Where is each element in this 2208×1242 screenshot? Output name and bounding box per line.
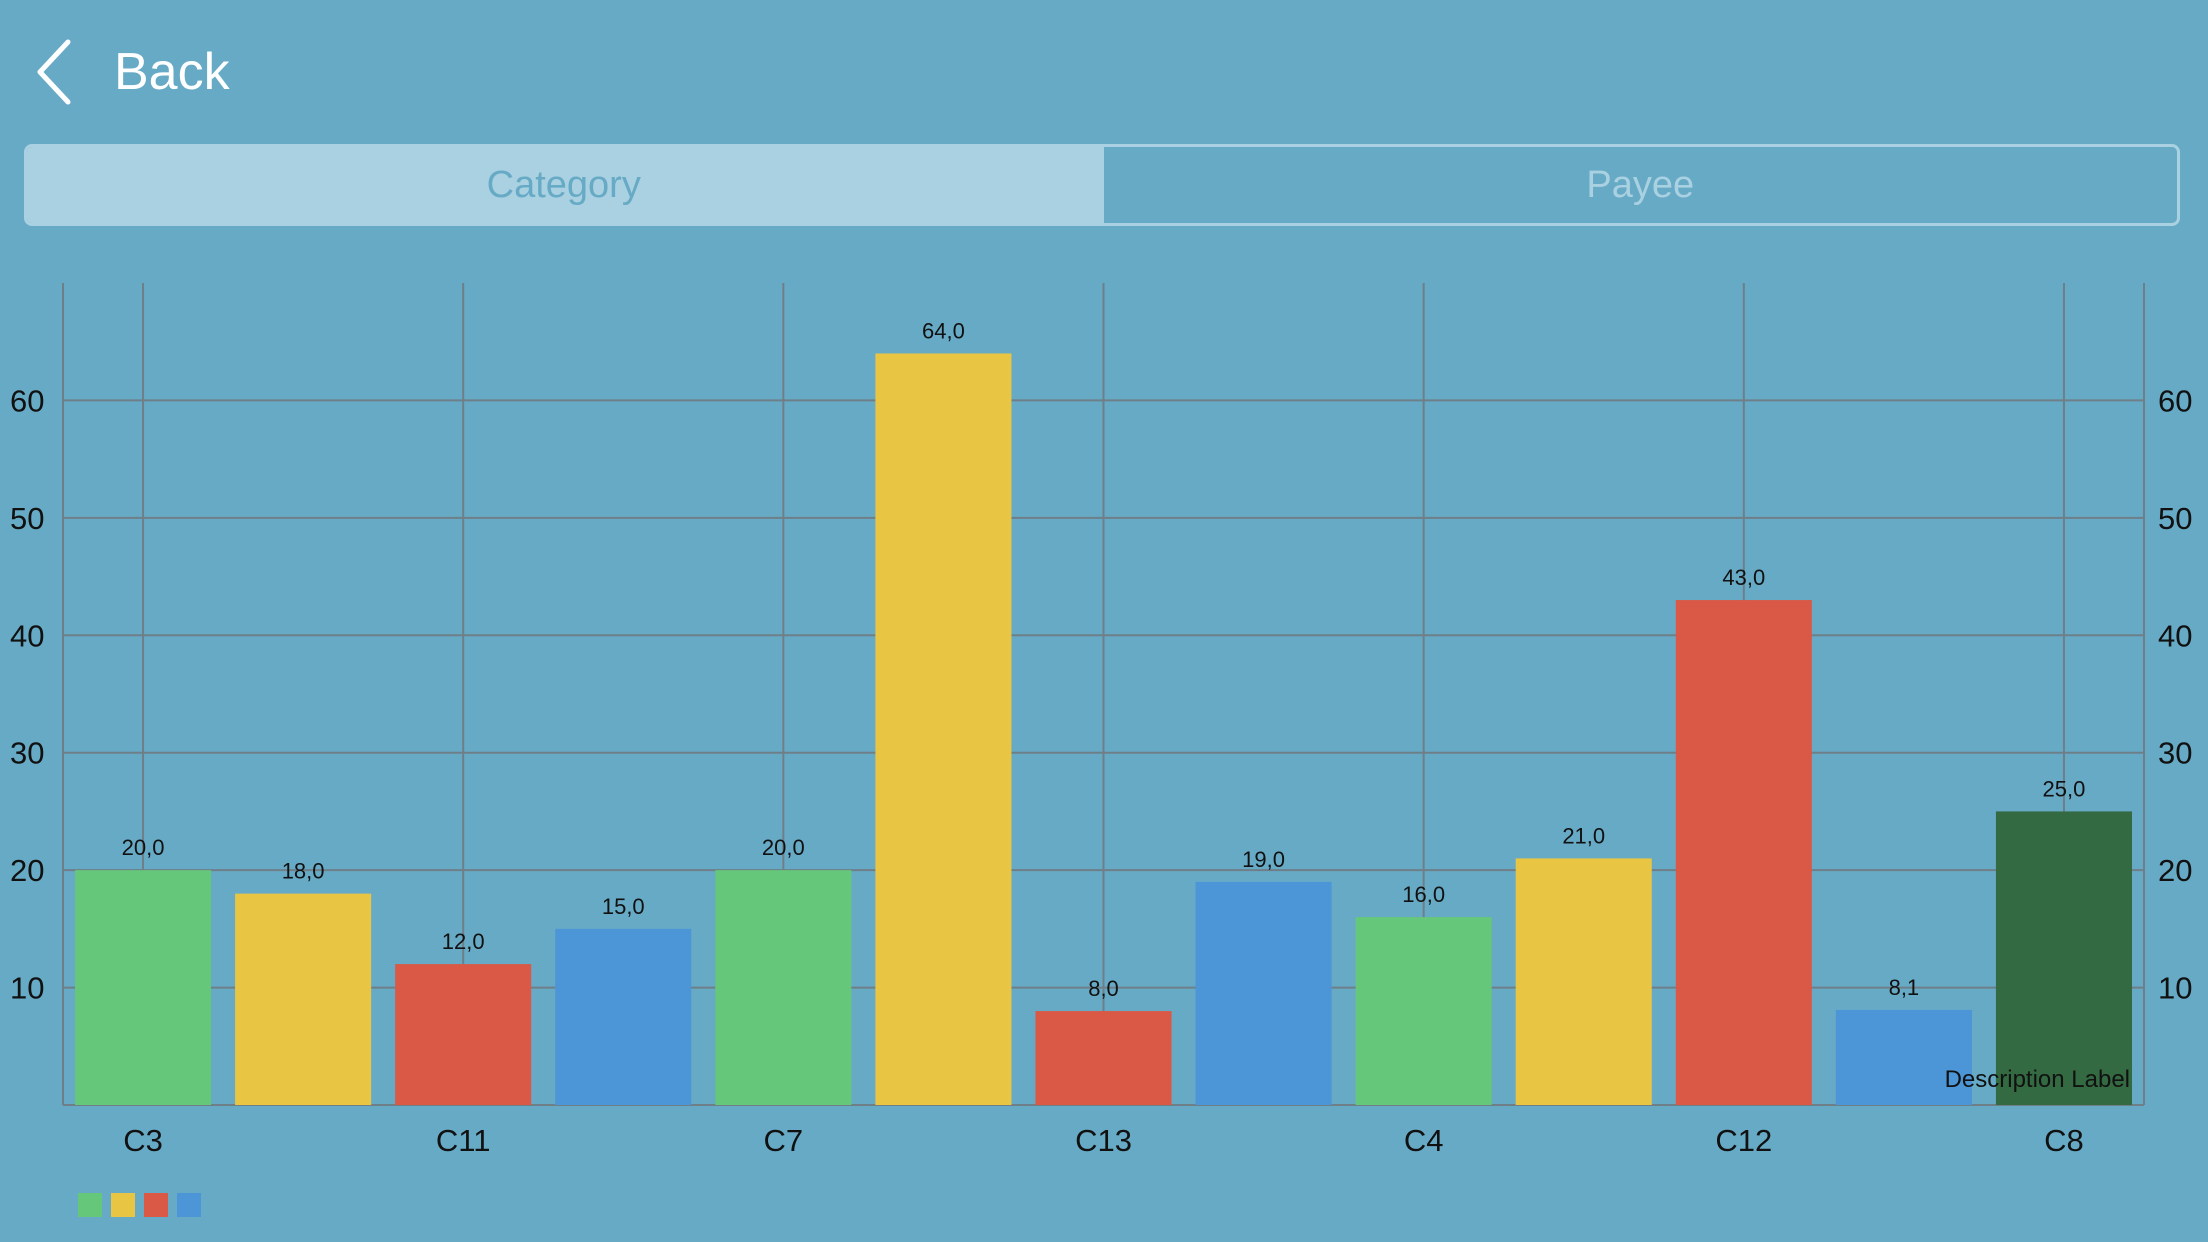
y-tick-label-right: 30	[2158, 736, 2192, 771]
y-tick-label-left: 30	[10, 736, 44, 771]
bar-value-label: 64,0	[922, 318, 965, 343]
legend-swatch	[111, 1193, 135, 1217]
y-tick-label-right: 50	[2158, 501, 2192, 536]
bar	[1515, 858, 1652, 1105]
bar	[75, 870, 212, 1105]
y-tick-label-left: 10	[10, 971, 44, 1006]
bar-chart: 10 10 20 20 30 30 40 40 50 50 60 60 20,0 18,0 12,0 15,0…	[10, 283, 2192, 1158]
legend-swatch	[144, 1193, 168, 1217]
back-label: Back	[114, 43, 230, 101]
y-tick-label-left: 50	[10, 501, 44, 536]
bar-value-label: 20,0	[122, 835, 165, 860]
bar	[395, 964, 532, 1105]
y-tick-label-right: 10	[2158, 971, 2192, 1006]
bar	[555, 928, 692, 1105]
bar	[235, 893, 372, 1105]
bar-value-label: 18,0	[282, 859, 325, 884]
x-tick-label: C11	[436, 1123, 491, 1158]
bar	[1035, 1011, 1172, 1105]
y-tick-label-left: 40	[10, 618, 44, 653]
bar	[875, 353, 1012, 1105]
x-tick-label: C7	[764, 1123, 804, 1158]
segment-payee[interactable]: Payee	[1100, 147, 2178, 223]
bar-value-label: 8,0	[1088, 976, 1119, 1001]
bar	[1995, 811, 2132, 1105]
segment-category[interactable]: Category	[27, 147, 1101, 223]
bar-value-label: 21,0	[1562, 823, 1605, 848]
bar-value-label: 20,0	[762, 835, 805, 860]
bar-value-label: 19,0	[1242, 847, 1285, 872]
bar-value-label: 16,0	[1402, 882, 1445, 907]
bar-value-label: 43,0	[1722, 565, 1765, 590]
chevron-left-icon	[37, 39, 71, 105]
x-tick-label: C12	[1715, 1123, 1772, 1158]
y-tick-label-right: 60	[2158, 383, 2192, 418]
x-tick-label: C4	[1404, 1123, 1444, 1158]
y-tick-label-left: 60	[10, 383, 44, 418]
bar	[1675, 600, 1812, 1105]
y-tick-label-left: 20	[10, 853, 44, 888]
bar-value-label: 15,0	[602, 894, 645, 919]
bar	[1835, 1009, 1972, 1105]
legend-swatch	[78, 1193, 102, 1217]
x-tick-label: C3	[123, 1123, 163, 1158]
bar	[1195, 881, 1332, 1105]
chart-description-label: Description Label	[1945, 1066, 2130, 1093]
bar-value-label: 25,0	[2043, 776, 2086, 801]
x-tick-label: C8	[2044, 1123, 2084, 1158]
bar	[1355, 917, 1492, 1105]
chart-legend	[78, 1193, 201, 1217]
navigation-bar: Back	[0, 0, 2208, 140]
back-button[interactable]: Back	[30, 36, 230, 108]
x-tick-label: C13	[1075, 1123, 1132, 1158]
bar-value-label: 8,1	[1889, 975, 1920, 1000]
y-tick-label-right: 20	[2158, 853, 2192, 888]
y-tick-label-right: 40	[2158, 618, 2192, 653]
bar	[715, 870, 852, 1105]
segmented-control: Category Payee	[24, 144, 2180, 226]
legend-swatch	[177, 1193, 201, 1217]
bar-value-label: 12,0	[442, 929, 485, 954]
